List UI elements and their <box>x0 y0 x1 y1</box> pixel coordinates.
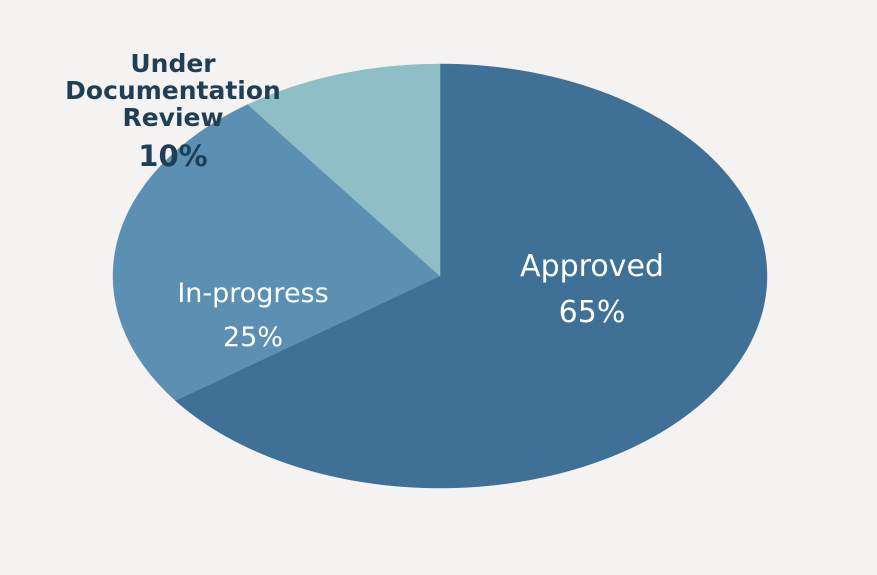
pie-slice-under-documentation-review <box>247 63 441 277</box>
slice-label-under-documentation-review: Under Documentation Review 10% <box>65 49 281 173</box>
slice-name-approved: Approved <box>520 249 664 284</box>
slice-label-in-progress: In-progress 25% <box>177 278 328 353</box>
slice-value-under-documentation-review: 10% <box>138 139 207 173</box>
pie-slice-approved <box>175 63 768 489</box>
slice-value-in-progress: 25% <box>223 322 283 353</box>
slice-name-in-progress: In-progress <box>177 278 328 309</box>
slice-name-under-documentation-review: Under Documentation Review <box>65 49 281 132</box>
slice-value-approved: 65% <box>559 295 626 330</box>
slice-label-approved: Approved 65% <box>520 249 664 330</box>
pie-slice-in-progress <box>112 104 441 401</box>
